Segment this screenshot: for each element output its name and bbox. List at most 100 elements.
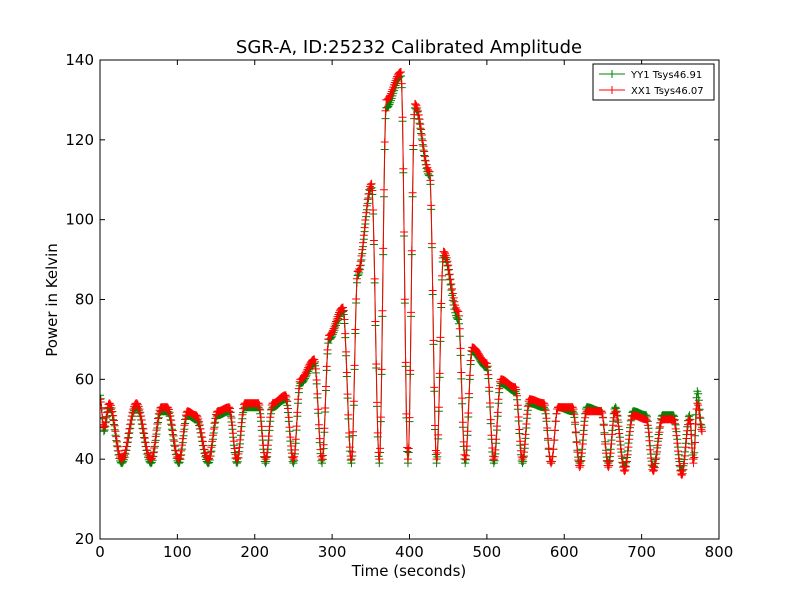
data-point [386,89,395,98]
data-point [141,438,150,447]
data-point [597,407,606,416]
data-point [458,418,467,427]
data-point [414,107,423,116]
data-point [153,420,162,429]
data-point [672,431,681,440]
data-point [514,413,523,421]
data-point [174,455,183,464]
data-point [148,452,157,461]
y-tick-label: 120 [65,131,94,149]
data-point [154,409,163,418]
data-point [493,408,502,417]
data-point [198,433,207,442]
data-point [548,452,557,461]
x-tick-label: 100 [163,543,192,561]
data-point [522,420,531,429]
data-point [169,431,178,440]
data-point [323,345,332,354]
data-point [519,453,528,462]
data-point [457,368,466,377]
data-point [616,444,625,453]
data-point [176,451,185,460]
data-point [137,416,146,424]
data-point [137,411,146,420]
data-point [352,295,361,304]
data-point [605,461,614,470]
data-point [281,391,290,400]
data-point [126,420,135,429]
data-point [284,413,293,422]
data-point [677,471,686,480]
data-point [328,328,337,337]
data-point [124,429,133,438]
data-point [205,451,214,460]
data-point [454,315,463,324]
data-point [100,395,104,404]
data-point [379,244,388,253]
data-point [646,445,655,454]
data-point [696,420,705,429]
data-point [140,434,149,443]
data-point [304,363,313,372]
data-point [649,467,658,476]
data-point [644,428,653,437]
data-point [421,156,430,165]
data-point [623,450,632,459]
data-point [449,293,458,302]
data-point [490,452,499,461]
data-point [266,413,275,422]
data-point [520,448,529,457]
data-point [267,405,275,414]
plot-area: 0 100 200 300 400 500 600 700 800 20 40 60 80 100 120 1… [65,51,733,561]
data-point [354,266,363,275]
data-point [234,449,243,458]
data-point [114,446,123,455]
data-point [101,418,110,427]
data-point [426,176,435,185]
data-point [282,392,291,401]
data-point [229,429,238,438]
data-point [405,413,414,422]
data-point [513,391,522,400]
data-point [403,455,412,464]
data-point [617,452,626,461]
data-point [436,333,445,342]
data-point [622,462,631,471]
data-point [456,344,465,353]
data-point [683,426,692,435]
data-point [370,274,379,283]
data-point [407,246,416,255]
data-point [414,110,423,119]
data-point [655,428,664,437]
data-point [571,428,580,437]
data-point [674,454,683,463]
y-tick-label: 100 [65,211,94,229]
data-point [210,419,219,428]
data-point [314,420,323,429]
data-point [395,68,404,77]
data-point [150,443,159,452]
data-point [318,451,327,460]
data-point [321,404,330,413]
data-point [139,424,148,433]
data-point [615,429,624,438]
data-point [303,365,312,374]
data-point [397,79,406,88]
data-point [284,404,293,413]
data-point [463,427,472,436]
data-point [484,370,493,379]
data-point [459,437,468,446]
data-point [256,405,265,414]
data-point [235,443,244,452]
data-point [606,449,615,458]
data-point [420,147,429,156]
data-point [599,421,608,430]
data-point [607,440,616,449]
data-point [347,455,356,464]
data-point [400,227,409,236]
data-point [415,115,424,124]
chart-title: SGR-A, ID:25232 Calibrated Amplitude [236,37,582,58]
data-point [444,265,453,274]
data-point [427,239,436,248]
x-tick-label: 600 [550,543,579,561]
